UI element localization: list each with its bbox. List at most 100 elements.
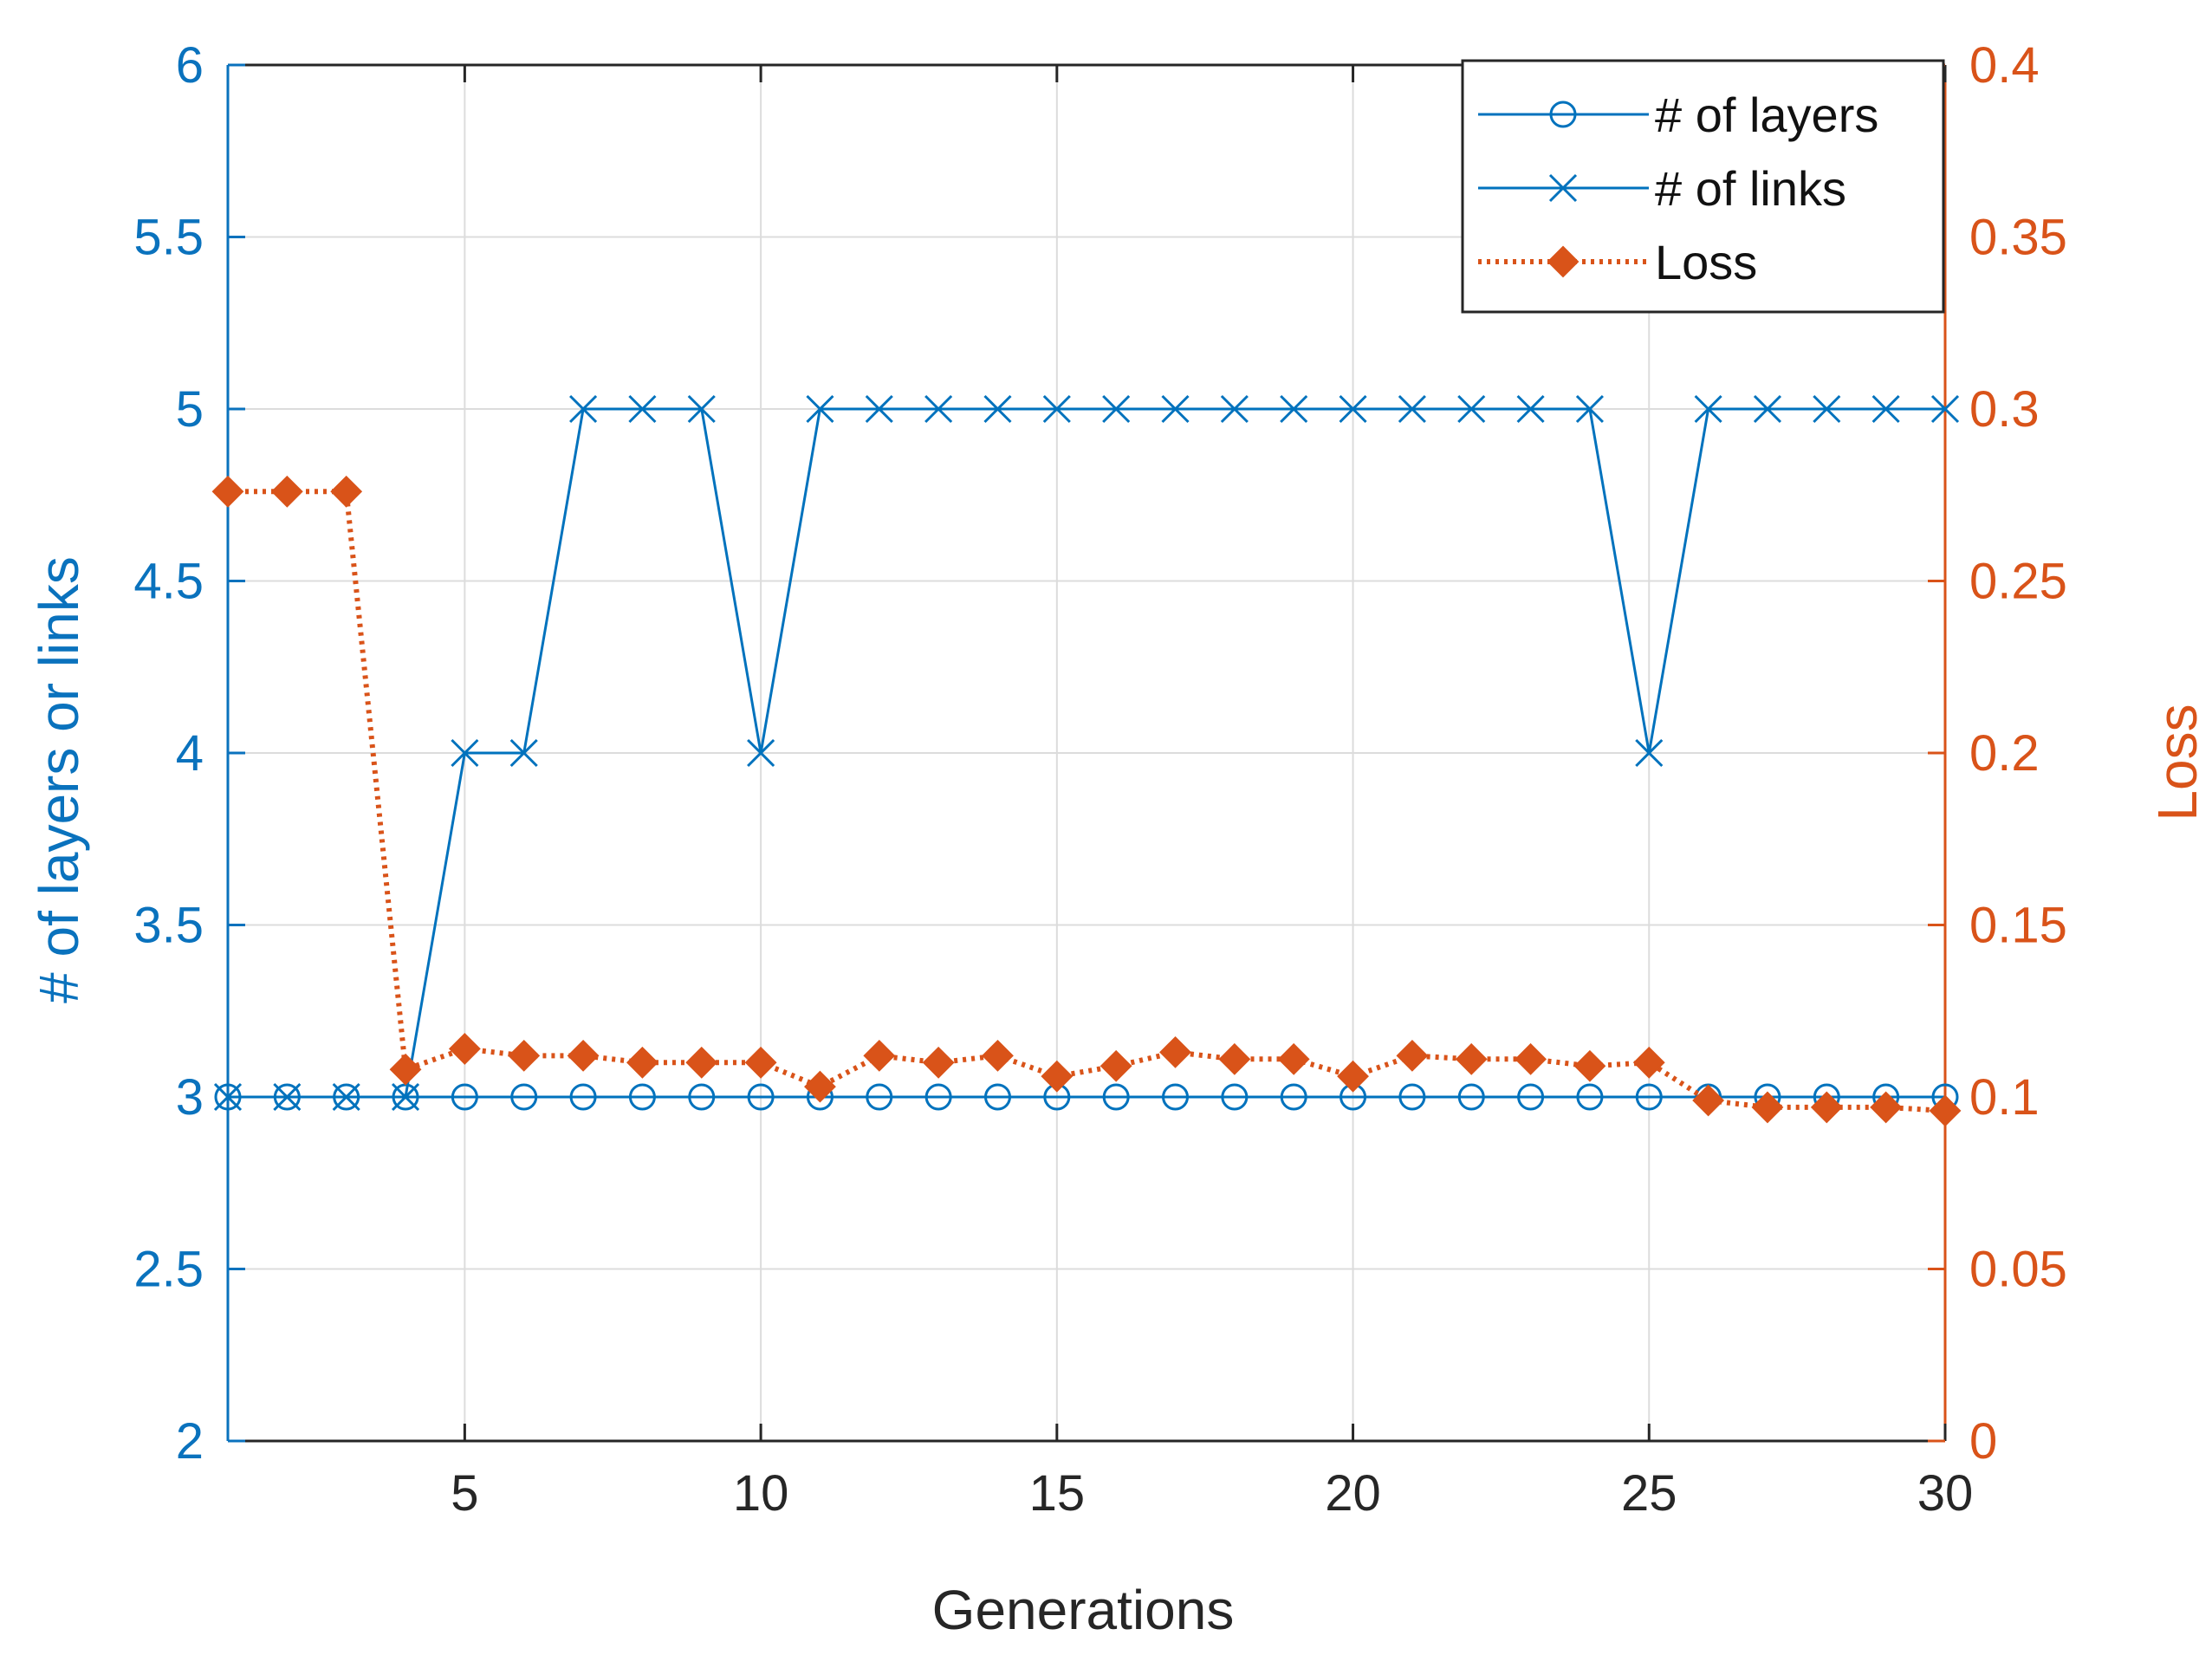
legend-label: # of links	[1655, 161, 1846, 216]
data-point	[1516, 394, 1545, 424]
x-tick-label: 5	[451, 1465, 478, 1522]
y-axis-right-label: Loss	[2146, 704, 2209, 821]
data-point	[628, 394, 657, 424]
data-point	[863, 1039, 896, 1072]
y-right-tick-label: 0.1	[1969, 1069, 2040, 1126]
series-line	[228, 489, 1946, 1113]
data-point	[1337, 1060, 1369, 1093]
data-point	[1280, 1083, 1307, 1111]
data-point	[1162, 1083, 1190, 1111]
data-point	[628, 1083, 656, 1111]
data-point	[1398, 394, 1426, 424]
data-point	[685, 1046, 718, 1079]
data-point	[389, 1053, 422, 1086]
x-tick-label: 25	[1621, 1465, 1677, 1522]
y-left-tick-label: 2	[176, 1413, 204, 1470]
data-point	[1159, 1035, 1191, 1068]
y-right-tick-label: 0.25	[1969, 554, 2067, 610]
data-point	[213, 1082, 243, 1112]
y-right-tick-label: 0	[1969, 1413, 1997, 1470]
data-point	[1455, 1042, 1488, 1075]
data-point	[1575, 394, 1604, 424]
data-point	[1635, 738, 1664, 768]
data-point	[1515, 1042, 1547, 1075]
x-axis-label: Generations	[932, 1579, 1235, 1641]
data-point	[747, 738, 775, 768]
y-right-tick-label: 0.3	[1969, 381, 2040, 438]
x-tick-label: 15	[1029, 1465, 1086, 1522]
data-point	[1810, 1091, 1843, 1124]
data-point	[1280, 394, 1308, 424]
tick-labels: 5 10 15 20 25 30 2 2.5 3 3.5 4 4.5 5 5.5 6 0 0.05 0.1 0.15…	[133, 37, 2067, 1522]
data-point	[332, 1082, 360, 1112]
y-axis-left-label: # of layers or links	[28, 556, 90, 1003]
y-left-tick-label: 5.5	[133, 210, 204, 266]
data-point	[1753, 394, 1782, 424]
y-right-tick-label: 0.05	[1969, 1242, 2067, 1298]
y-right-tick-label: 0.2	[1969, 725, 2040, 782]
data-point	[1041, 1060, 1074, 1093]
data-point	[510, 1083, 538, 1111]
data-point	[1102, 394, 1131, 424]
y-left-tick-label: 3.5	[133, 898, 204, 954]
data-point	[569, 1083, 597, 1111]
data-point	[1632, 1046, 1665, 1079]
data-point	[1221, 1083, 1249, 1111]
y-right-tick-label: 0.4	[1969, 37, 2040, 94]
data-point	[866, 1083, 893, 1111]
data-point	[983, 1083, 1011, 1111]
x-tick-label: 10	[733, 1465, 789, 1522]
y-left-tick-label: 2.5	[133, 1242, 204, 1298]
x-tick-label: 20	[1325, 1465, 1381, 1522]
y-right-tick-label: 0.15	[1969, 898, 2067, 954]
data-point	[509, 738, 538, 768]
data-point	[1751, 1091, 1784, 1124]
data-point	[567, 1039, 600, 1072]
data-point	[1161, 394, 1190, 424]
data-point	[1871, 394, 1900, 424]
data-point	[924, 394, 953, 424]
data-point	[1573, 1049, 1606, 1082]
data-point	[1100, 1049, 1132, 1082]
legend-label: Loss	[1655, 235, 1757, 289]
data-point	[1102, 1083, 1130, 1111]
data-point	[1339, 394, 1367, 424]
data-point	[1277, 1042, 1310, 1075]
data-point	[1396, 1039, 1429, 1072]
legend-marker	[1549, 101, 1577, 128]
legend-marker	[1547, 245, 1580, 278]
y-left-tick-label: 5	[176, 381, 204, 438]
data-point	[1457, 1083, 1485, 1111]
data-point	[804, 1070, 836, 1103]
data-point	[273, 1082, 302, 1112]
data-point	[626, 1046, 658, 1079]
y-left-tick-label: 4.5	[133, 554, 204, 610]
data-point	[1870, 1091, 1903, 1124]
data-point	[508, 1039, 541, 1072]
data-point	[1398, 1083, 1426, 1111]
data-point	[1517, 1083, 1545, 1111]
data-point	[211, 475, 244, 508]
y-left-tick-label: 3	[176, 1069, 204, 1126]
series--of-layers	[214, 1083, 1959, 1111]
data-series	[211, 394, 1962, 1127]
y-left-tick-label: 4	[176, 725, 204, 782]
series--of-links	[213, 394, 1960, 1112]
data-point	[1457, 394, 1486, 424]
data-point	[982, 1039, 1014, 1072]
data-point	[391, 1082, 420, 1112]
data-point	[1694, 394, 1722, 424]
data-point	[806, 394, 834, 424]
series-line	[228, 407, 1945, 1099]
x-tick-label: 30	[1917, 1465, 1974, 1522]
data-point	[451, 1083, 478, 1111]
legend-marker	[1548, 173, 1578, 203]
data-point	[747, 1083, 775, 1111]
data-point	[687, 394, 716, 424]
legend: # of layers # of links Loss	[1461, 59, 1945, 314]
data-point	[1220, 394, 1249, 424]
data-point	[744, 1046, 777, 1079]
data-point	[569, 394, 598, 424]
data-point	[922, 1046, 955, 1079]
